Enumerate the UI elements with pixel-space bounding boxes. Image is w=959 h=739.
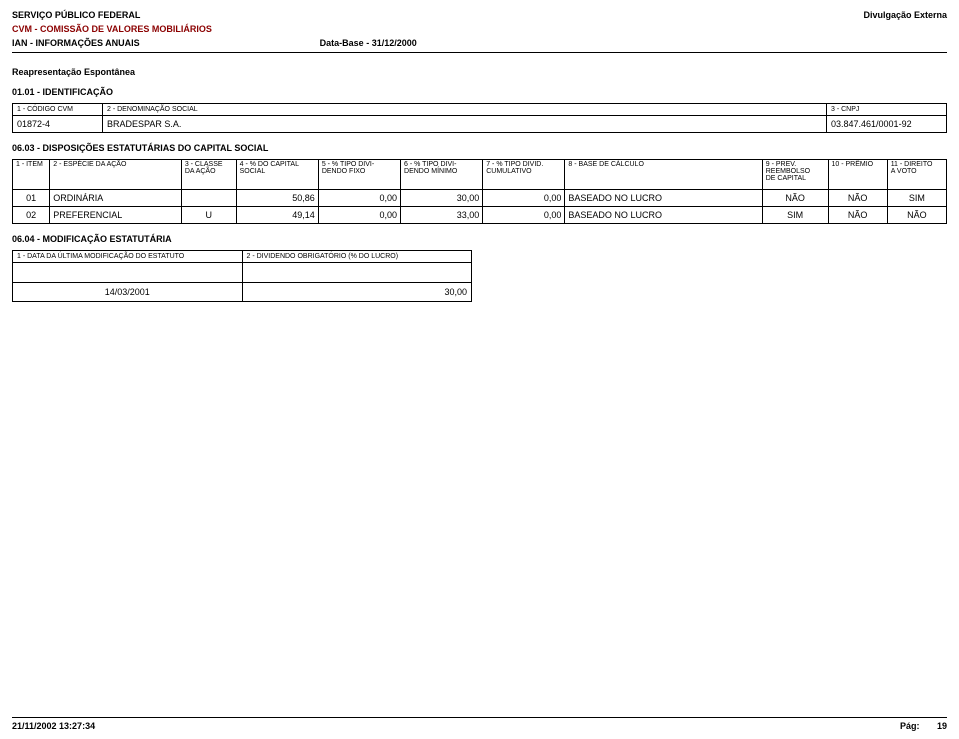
cap-h3: 3 - CLASSEDA AÇÃO <box>181 160 236 190</box>
section-mod-title: 06.04 - MODIFICAÇÃO ESTATUTÁRIA <box>12 234 947 244</box>
section-disp-title: 06.03 - DISPOSIÇÕES ESTATUTÁRIAS DO CAPI… <box>12 143 947 153</box>
ident-h-cnpj: 3 - CNPJ <box>827 104 947 116</box>
capital-table: 1 - ITEM 2 - ESPÉCIE DA AÇÃO 3 - CLASSED… <box>12 159 947 224</box>
cap-h2: 2 - ESPÉCIE DA AÇÃO <box>50 160 182 190</box>
cell-classe: U <box>181 207 236 224</box>
cap-h5: 5 - % TIPO DIVI-DENDO FIXO <box>318 160 400 190</box>
ident-cnpj: 03.847.461/0001-92 <box>827 116 947 133</box>
cell-pct-cap: 50,86 <box>236 190 318 207</box>
mod-empty-2 <box>242 263 472 283</box>
cell-base: BASEADO NO LUCRO <box>565 190 762 207</box>
page-container: SERVIÇO PÚBLICO FEDERAL Divulgação Exter… <box>0 0 959 312</box>
cell-voto: SIM <box>887 190 946 207</box>
ident-h-denom: 2 - DENOMINAÇÃO SOCIAL <box>103 104 827 116</box>
cell-prev: SIM <box>762 207 828 224</box>
cell-minimo: 33,00 <box>401 207 483 224</box>
footer-page-num: 19 <box>937 721 947 731</box>
mod-date: 14/03/2001 <box>13 283 243 302</box>
cell-cumul: 0,00 <box>483 190 565 207</box>
cell-premio: NÃO <box>828 190 887 207</box>
ident-table: 1 - CÓDIGO CVM 2 - DENOMINAÇÃO SOCIAL 3 … <box>12 103 947 133</box>
cell-item: 01 <box>13 190 50 207</box>
cap-h7: 7 - % TIPO DIVID.CUMULATIVO <box>483 160 565 190</box>
footer-page: Pág: 19 <box>900 721 947 731</box>
mod-h2: 2 - DIVIDENDO OBRIGATÓRIO (% DO LUCRO) <box>242 251 472 263</box>
header-database: Data-Base - 31/12/2000 <box>320 38 417 48</box>
header-row-3: IAN - INFORMAÇÕES ANUAIS Data-Base - 31/… <box>12 38 947 48</box>
cap-h1: 1 - ITEM <box>13 160 50 190</box>
mod-h1: 1 - DATA DA ÚLTIMA MODIFICAÇÃO DO ESTATU… <box>13 251 243 263</box>
cell-prev: NÃO <box>762 190 828 207</box>
cell-cumul: 0,00 <box>483 207 565 224</box>
header-ian: IAN - INFORMAÇÕES ANUAIS <box>12 38 140 48</box>
cap-h8: 8 - BASE DE CÁLCULO <box>565 160 762 190</box>
cell-classe <box>181 190 236 207</box>
cell-premio: NÃO <box>828 207 887 224</box>
capital-row: 01 ORDINÁRIA 50,86 0,00 30,00 0,00 BASEA… <box>13 190 947 207</box>
divider-top <box>12 52 947 53</box>
cell-item: 02 <box>13 207 50 224</box>
cell-voto: NÃO <box>887 207 946 224</box>
header-right: Divulgação Externa <box>863 10 947 20</box>
header-row-1: SERVIÇO PÚBLICO FEDERAL Divulgação Exter… <box>12 10 947 20</box>
capital-row: 02 PREFERENCIAL U 49,14 0,00 33,00 0,00 … <box>13 207 947 224</box>
header-cvm: CVM - COMISSÃO DE VALORES MOBILIÁRIOS <box>12 24 947 34</box>
cell-especie: ORDINÁRIA <box>50 190 182 207</box>
mod-empty-1 <box>13 263 243 283</box>
footer: 21/11/2002 13:27:34 Pág: 19 <box>12 717 947 731</box>
ident-h-code: 1 - CÓDIGO CVM <box>13 104 103 116</box>
header-org: SERVIÇO PÚBLICO FEDERAL <box>12 10 140 20</box>
cap-h11: 11 - DIREITOA VOTO <box>887 160 946 190</box>
cap-h10: 10 - PRÊMIO <box>828 160 887 190</box>
cap-h6: 6 - % TIPO DIVI-DENDO MÍNIMO <box>401 160 483 190</box>
ident-denom: BRADESPAR S.A. <box>103 116 827 133</box>
mod-table: 1 - DATA DA ÚLTIMA MODIFICAÇÃO DO ESTATU… <box>12 250 472 302</box>
section-ident-title: 01.01 - IDENTIFICAÇÃO <box>12 87 947 97</box>
cap-h4: 4 - % DO CAPITALSOCIAL <box>236 160 318 190</box>
cell-fixo: 0,00 <box>318 190 400 207</box>
footer-page-label: Pág: <box>900 721 920 731</box>
footer-timestamp: 21/11/2002 13:27:34 <box>12 721 95 731</box>
cell-especie: PREFERENCIAL <box>50 207 182 224</box>
ident-code: 01872-4 <box>13 116 103 133</box>
subheading: Reapresentação Espontânea <box>12 67 947 77</box>
cell-fixo: 0,00 <box>318 207 400 224</box>
cell-minimo: 30,00 <box>401 190 483 207</box>
mod-pct: 30,00 <box>242 283 472 302</box>
capital-header-row: 1 - ITEM 2 - ESPÉCIE DA AÇÃO 3 - CLASSED… <box>13 160 947 190</box>
cell-pct-cap: 49,14 <box>236 207 318 224</box>
cap-h9: 9 - PREV.REEMBOLSODE CAPITAL <box>762 160 828 190</box>
cell-base: BASEADO NO LUCRO <box>565 207 762 224</box>
